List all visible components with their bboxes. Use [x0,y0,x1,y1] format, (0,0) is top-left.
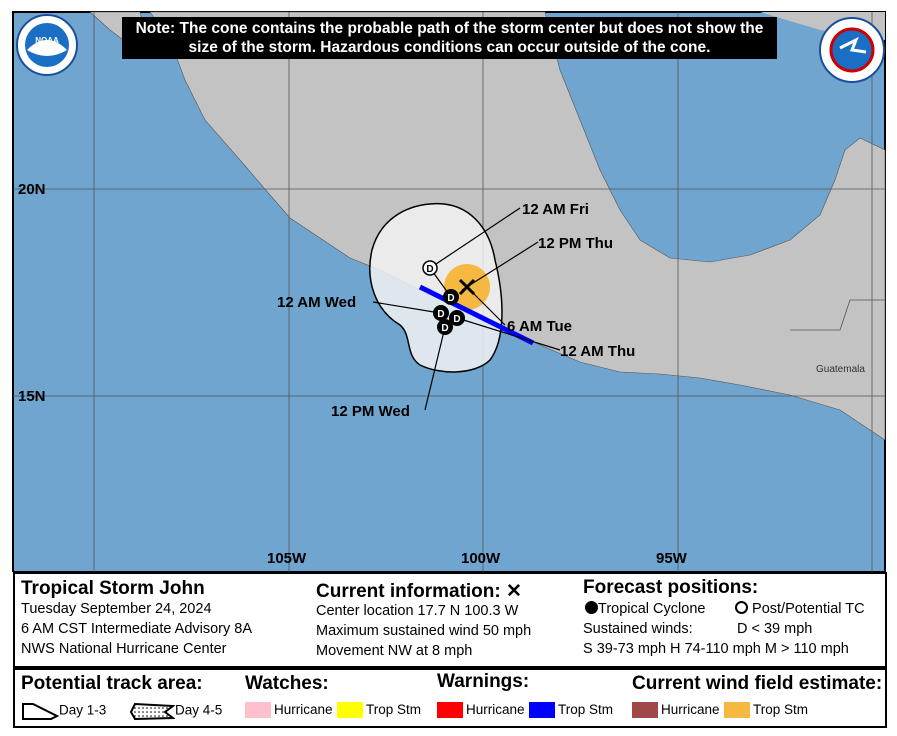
sustained-winds: Sustained winds: [583,621,693,637]
svg-text:D: D [441,323,448,334]
svg-text:D: D [426,264,433,275]
forecast-markers: D DD DD [422,260,476,335]
lon-100w: 100W [461,550,501,567]
svg-text:D: D [453,314,460,325]
country-label-guatemala: Guatemala [816,364,865,375]
legend-tc: Tropical Cyclone [585,601,705,617]
label-6am-tue: 6 AM Tue [507,318,572,335]
filled-circle-icon [585,601,598,614]
label-12am-thu: 12 AM Thu [560,343,635,360]
legend-trop-stm-watch: Trop Stm [337,702,421,719]
nws-logo [819,17,885,83]
cone-note: Note: The cone contains the probable pat… [122,17,777,59]
post-tc-marker [422,260,438,276]
wind-field-title: Current wind field estimate: [632,673,883,694]
land-mexico [149,11,886,441]
forecast-cone [369,202,503,373]
storm-map: D DD DD 12 AM Fri 12 PM Thu 12 AM Wed 6 A… [12,11,886,572]
legend-day13: Day 1-3 [21,702,106,720]
forecast-title: Forecast positions: [583,577,759,598]
legend-panel: Potential track area: Day 1-3 Day 4-5 Wa… [13,668,887,728]
watches-title: Watches: [245,673,329,694]
svg-text:D: D [437,309,444,320]
cone-outline-icon [22,703,60,720]
cone-dotted-icon [129,702,176,721]
max-wind: Maximum sustained wind 50 mph [316,623,532,639]
legend-hurricane-watch: Hurricane [245,702,333,719]
legend-trop-stm-wind: Trop Stm [724,702,808,719]
warnings-title: Warnings: [437,671,530,692]
center-location: Center location 17.7 N 100.3 W [316,603,519,619]
trop-stm-warning [418,284,535,346]
noaa-logo: NOAA [16,14,78,76]
movement: Movement NW at 8 mph [316,643,473,659]
d-scale: D < 39 mph [737,621,813,637]
label-12am-wed: 12 AM Wed [277,294,356,311]
current-info-title: Current information: ✕ [316,581,522,602]
lat-20n: 20N [18,181,46,198]
advisory-date: Tuesday September 24, 2024 [21,601,212,617]
lon-105w: 105W [267,550,307,567]
advisory-number: 6 AM CST Intermediate Advisory 8A [21,621,253,637]
track-area-title: Potential track area: [21,673,203,694]
legend-day45: Day 4-5 [129,702,222,721]
label-12pm-wed: 12 PM Wed [331,403,410,420]
label-12am-fri: 12 AM Fri [522,201,589,218]
legend-trop-stm-warning: Trop Stm [529,702,613,719]
label-12pm-thu: 12 PM Thu [538,235,613,252]
storm-name: Tropical Storm John [21,578,205,599]
legend-hurricane-wind: Hurricane [632,702,720,719]
legend-hurricane-warning: Hurricane [437,702,525,719]
open-circle-icon [735,601,748,614]
guatemala-border [790,299,885,331]
svg-text:NOAA: NOAA [35,36,59,45]
shm-scale: S 39-73 mph H 74-110 mph M > 110 mph [583,641,849,657]
lon-95w: 95W [656,550,688,567]
info-panel: Tropical Storm John Tuesday September 24… [13,572,887,668]
svg-text:D: D [447,293,454,304]
legend-post-tc: Post/Potential TC [735,601,865,617]
lat-15n: 15N [18,388,46,405]
current-position-x-icon [458,278,476,296]
issuing-center: NWS National Hurricane Center [21,641,227,657]
